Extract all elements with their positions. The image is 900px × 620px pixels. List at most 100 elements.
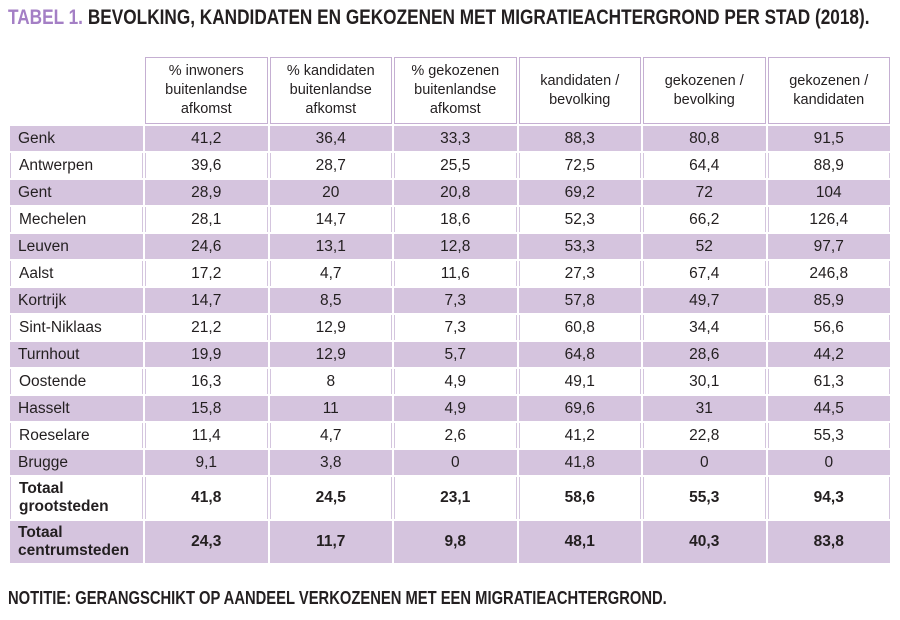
table-cell: 60,8 <box>518 315 641 341</box>
table-cell: 9,1 <box>145 450 268 476</box>
table-cell: 7,3 <box>394 315 517 341</box>
table-cell: 16,3 <box>145 369 268 395</box>
table-cell: 18,6 <box>394 207 517 233</box>
table-cell: 19,9 <box>145 342 268 368</box>
table-row: Oostende 16,3 8 4,9 49,1 30,1 61,3 <box>10 369 890 395</box>
table-title-text: BEVOLKING, KANDIDATEN EN GEKOZENEN MET M… <box>87 6 870 29</box>
table-cell: 24,3 <box>145 521 268 564</box>
table-cell: 49,7 <box>643 288 766 314</box>
table-cell: 53,3 <box>518 234 641 260</box>
table-cell: 56,6 <box>767 315 890 341</box>
table-title-label: TABEL 1. <box>8 6 83 29</box>
column-header: gekozenen / kandidaten <box>767 57 890 125</box>
table-cell: 40,3 <box>643 521 766 564</box>
column-header: kandidaten / bevolking <box>518 57 641 125</box>
table-cell: 41,8 <box>518 450 641 476</box>
table-cell: 28,6 <box>643 342 766 368</box>
table-row: Totaal grootsteden 41,8 24,5 23,1 58,6 55,3 94… <box>10 477 890 520</box>
table-row: Roeselare 11,4 4,7 2,6 41,2 22,8 55,3 <box>10 423 890 449</box>
table-cell: 11 <box>269 396 392 422</box>
table-cell: 55,3 <box>767 423 890 449</box>
table-cell: 41,2 <box>518 423 641 449</box>
table-row: Totaal centrumsteden 24,3 11,7 9,8 48,1 40,3 8… <box>10 521 890 564</box>
table-cell: 25,5 <box>394 153 517 179</box>
table-cell: 55,3 <box>643 477 766 520</box>
table-cell: 61,3 <box>767 369 890 395</box>
table-cell: 72 <box>643 180 766 206</box>
table-cell: 49,1 <box>518 369 641 395</box>
table-cell: 28,9 <box>145 180 268 206</box>
table-cell: 15,8 <box>145 396 268 422</box>
table-row: Aalst 17,2 4,7 11,6 27,3 67,4 246,8 <box>10 261 890 287</box>
row-label: Roeselare <box>10 423 143 449</box>
table-cell: 67,4 <box>643 261 766 287</box>
table-row: Brugge 9,1 3,8 0 41,8 0 0 <box>10 450 890 476</box>
table-cell: 88,9 <box>767 153 890 179</box>
table-cell: 12,9 <box>269 315 392 341</box>
blank-corner-cell <box>10 57 143 125</box>
table-cell: 28,1 <box>145 207 268 233</box>
column-header: % kandidaten buitenlandse afkomst <box>269 57 392 125</box>
row-label: Sint-Niklaas <box>10 315 143 341</box>
table-cell: 0 <box>767 450 890 476</box>
header-row: % inwoners buitenlandse afkomst% kandida… <box>10 57 890 125</box>
table-cell: 14,7 <box>145 288 268 314</box>
table-cell: 5,7 <box>394 342 517 368</box>
table-cell: 69,6 <box>518 396 641 422</box>
column-header: % gekozenen buitenlandse afkomst <box>394 57 517 125</box>
table-cell: 52 <box>643 234 766 260</box>
table-cell: 20,8 <box>394 180 517 206</box>
table-body: Genk 41,2 36,4 33,3 88,3 80,8 91,5 Antwerpen 39,… <box>10 126 890 564</box>
table-cell: 44,5 <box>767 396 890 422</box>
table-cell: 97,7 <box>767 234 890 260</box>
table-row: Turnhout 19,9 12,9 5,7 64,8 28,6 44,2 <box>10 342 890 368</box>
table-cell: 31 <box>643 396 766 422</box>
table-row: Genk 41,2 36,4 33,3 88,3 80,8 91,5 <box>10 126 890 152</box>
data-table: % inwoners buitenlandse afkomst% kandida… <box>8 55 892 565</box>
table-cell: 246,8 <box>767 261 890 287</box>
table-cell: 91,5 <box>767 126 890 152</box>
table-cell: 14,7 <box>269 207 392 233</box>
table-cell: 57,8 <box>518 288 641 314</box>
table-row: Sint-Niklaas 21,2 12,9 7,3 60,8 34,4 56,6 <box>10 315 890 341</box>
table-cell: 64,4 <box>643 153 766 179</box>
row-label: Aalst <box>10 261 143 287</box>
table-cell: 83,8 <box>767 521 890 564</box>
table-cell: 126,4 <box>767 207 890 233</box>
row-label: Genk <box>10 126 143 152</box>
table-cell: 27,3 <box>518 261 641 287</box>
table-cell: 28,7 <box>269 153 392 179</box>
row-label: Antwerpen <box>10 153 143 179</box>
table-cell: 8 <box>269 369 392 395</box>
table-cell: 72,5 <box>518 153 641 179</box>
table-cell: 66,2 <box>643 207 766 233</box>
table-title: TABEL 1. BEVOLKING, KANDIDATEN EN GEKOZEN… <box>8 6 870 30</box>
column-header: % inwoners buitenlandse afkomst <box>145 57 268 125</box>
table-cell: 58,6 <box>518 477 641 520</box>
row-label: Kortrijk <box>10 288 143 314</box>
row-label: Totaal grootsteden <box>10 477 143 520</box>
table-cell: 30,1 <box>643 369 766 395</box>
table-cell: 4,9 <box>394 396 517 422</box>
row-label: Oostende <box>10 369 143 395</box>
table-cell: 11,4 <box>145 423 268 449</box>
table-cell: 7,3 <box>394 288 517 314</box>
table-cell: 41,8 <box>145 477 268 520</box>
table-cell: 12,8 <box>394 234 517 260</box>
table-cell: 44,2 <box>767 342 890 368</box>
row-label: Totaal centrumsteden <box>10 521 143 564</box>
table-cell: 4,7 <box>269 261 392 287</box>
table-cell: 34,4 <box>643 315 766 341</box>
row-label: Gent <box>10 180 143 206</box>
table-cell: 13,1 <box>269 234 392 260</box>
table-cell: 64,8 <box>518 342 641 368</box>
table-row: Leuven 24,6 13,1 12,8 53,3 52 97,7 <box>10 234 890 260</box>
table-cell: 48,1 <box>518 521 641 564</box>
row-label: Brugge <box>10 450 143 476</box>
table-cell: 4,7 <box>269 423 392 449</box>
table-cell: 4,9 <box>394 369 517 395</box>
table-cell: 36,4 <box>269 126 392 152</box>
table-cell: 17,2 <box>145 261 268 287</box>
table-cell: 24,5 <box>269 477 392 520</box>
table-cell: 24,6 <box>145 234 268 260</box>
